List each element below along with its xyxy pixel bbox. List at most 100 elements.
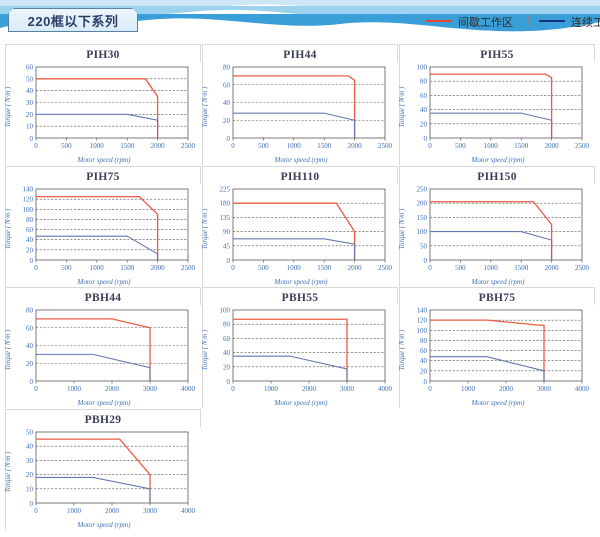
svg-text:100: 100	[417, 327, 428, 335]
svg-text:20: 20	[26, 360, 34, 368]
svg-text:40: 40	[420, 106, 428, 114]
svg-text:2000: 2000	[105, 507, 120, 515]
svg-text:1500: 1500	[120, 264, 135, 272]
svg-text:60: 60	[26, 325, 34, 333]
svg-text:1000: 1000	[90, 142, 105, 150]
svg-text:20: 20	[223, 364, 231, 372]
svg-text:40: 40	[223, 99, 231, 107]
svg-text:40: 40	[223, 349, 231, 357]
svg-text:20: 20	[223, 117, 231, 125]
svg-text:20: 20	[420, 120, 428, 128]
svg-text:225: 225	[220, 185, 231, 193]
svg-text:20: 20	[420, 368, 428, 376]
svg-text:2000: 2000	[302, 385, 317, 393]
svg-text:80: 80	[223, 321, 231, 329]
svg-text:0: 0	[30, 500, 34, 508]
svg-text:3000: 3000	[143, 385, 158, 393]
svg-text:0: 0	[231, 385, 235, 393]
svg-text:0: 0	[34, 507, 38, 515]
svg-text:40: 40	[26, 342, 34, 350]
svg-text:0: 0	[428, 385, 432, 393]
svg-text:500: 500	[455, 264, 466, 272]
svg-text:2000: 2000	[151, 142, 166, 150]
svg-text:250: 250	[417, 185, 428, 193]
svg-text:4000: 4000	[181, 385, 196, 393]
svg-text:50: 50	[420, 242, 428, 250]
svg-text:50: 50	[26, 429, 34, 437]
svg-text:0: 0	[227, 378, 231, 386]
svg-text:0: 0	[231, 142, 235, 150]
svg-text:0: 0	[424, 378, 428, 386]
svg-text:40: 40	[26, 236, 34, 244]
svg-text:1500: 1500	[514, 142, 529, 150]
svg-text:1000: 1000	[484, 264, 499, 272]
svg-text:120: 120	[23, 195, 34, 203]
svg-text:60: 60	[26, 226, 34, 234]
svg-text:0: 0	[30, 135, 34, 143]
svg-text:1000: 1000	[67, 507, 82, 515]
svg-text:4000: 4000	[575, 385, 590, 393]
svg-text:2500: 2500	[575, 142, 590, 150]
svg-text:2500: 2500	[181, 142, 196, 150]
svg-text:1500: 1500	[120, 142, 135, 150]
svg-text:80: 80	[223, 64, 231, 72]
svg-text:1000: 1000	[90, 264, 105, 272]
svg-text:80: 80	[420, 337, 428, 345]
svg-text:90: 90	[223, 228, 231, 236]
svg-text:2000: 2000	[348, 264, 363, 272]
svg-text:2000: 2000	[105, 385, 120, 393]
svg-text:1000: 1000	[484, 142, 499, 150]
svg-text:50: 50	[26, 75, 34, 83]
svg-text:100: 100	[417, 228, 428, 236]
svg-text:0: 0	[428, 142, 432, 150]
svg-text:1000: 1000	[287, 264, 302, 272]
svg-text:80: 80	[26, 307, 34, 315]
svg-text:1500: 1500	[514, 264, 529, 272]
svg-text:0: 0	[424, 257, 428, 265]
svg-text:80: 80	[420, 78, 428, 86]
svg-text:40: 40	[26, 87, 34, 95]
svg-text:20: 20	[26, 246, 34, 254]
svg-text:20: 20	[26, 111, 34, 119]
svg-text:200: 200	[417, 199, 428, 207]
svg-text:10: 10	[26, 485, 34, 493]
svg-text:0: 0	[227, 135, 231, 143]
svg-text:1000: 1000	[264, 385, 279, 393]
svg-text:60: 60	[420, 92, 428, 100]
svg-text:2000: 2000	[545, 264, 560, 272]
svg-text:0: 0	[424, 135, 428, 143]
svg-text:0: 0	[34, 385, 38, 393]
svg-text:40: 40	[420, 358, 428, 366]
svg-text:2000: 2000	[151, 264, 166, 272]
svg-text:150: 150	[417, 214, 428, 222]
svg-text:1500: 1500	[317, 142, 332, 150]
svg-text:4000: 4000	[378, 385, 393, 393]
svg-text:500: 500	[61, 142, 72, 150]
svg-text:500: 500	[455, 142, 466, 150]
svg-text:40: 40	[26, 443, 34, 451]
svg-text:120: 120	[417, 317, 428, 325]
svg-text:2500: 2500	[575, 264, 590, 272]
svg-text:100: 100	[417, 64, 428, 72]
svg-text:0: 0	[34, 264, 38, 272]
svg-text:30: 30	[26, 99, 34, 107]
svg-text:4000: 4000	[181, 507, 196, 515]
svg-text:1000: 1000	[287, 142, 302, 150]
svg-text:140: 140	[417, 307, 428, 315]
svg-text:2000: 2000	[348, 142, 363, 150]
svg-text:500: 500	[258, 142, 269, 150]
svg-text:45: 45	[223, 242, 231, 250]
svg-text:0: 0	[30, 257, 34, 265]
svg-text:3000: 3000	[340, 385, 355, 393]
svg-text:2500: 2500	[181, 264, 196, 272]
svg-text:60: 60	[223, 81, 231, 89]
svg-text:60: 60	[26, 64, 34, 72]
svg-text:500: 500	[258, 264, 269, 272]
svg-text:3000: 3000	[143, 507, 158, 515]
svg-text:60: 60	[420, 347, 428, 355]
svg-text:1500: 1500	[317, 264, 332, 272]
svg-text:3000: 3000	[537, 385, 552, 393]
svg-text:100: 100	[23, 205, 34, 213]
svg-text:1000: 1000	[461, 385, 476, 393]
svg-text:30: 30	[26, 457, 34, 465]
